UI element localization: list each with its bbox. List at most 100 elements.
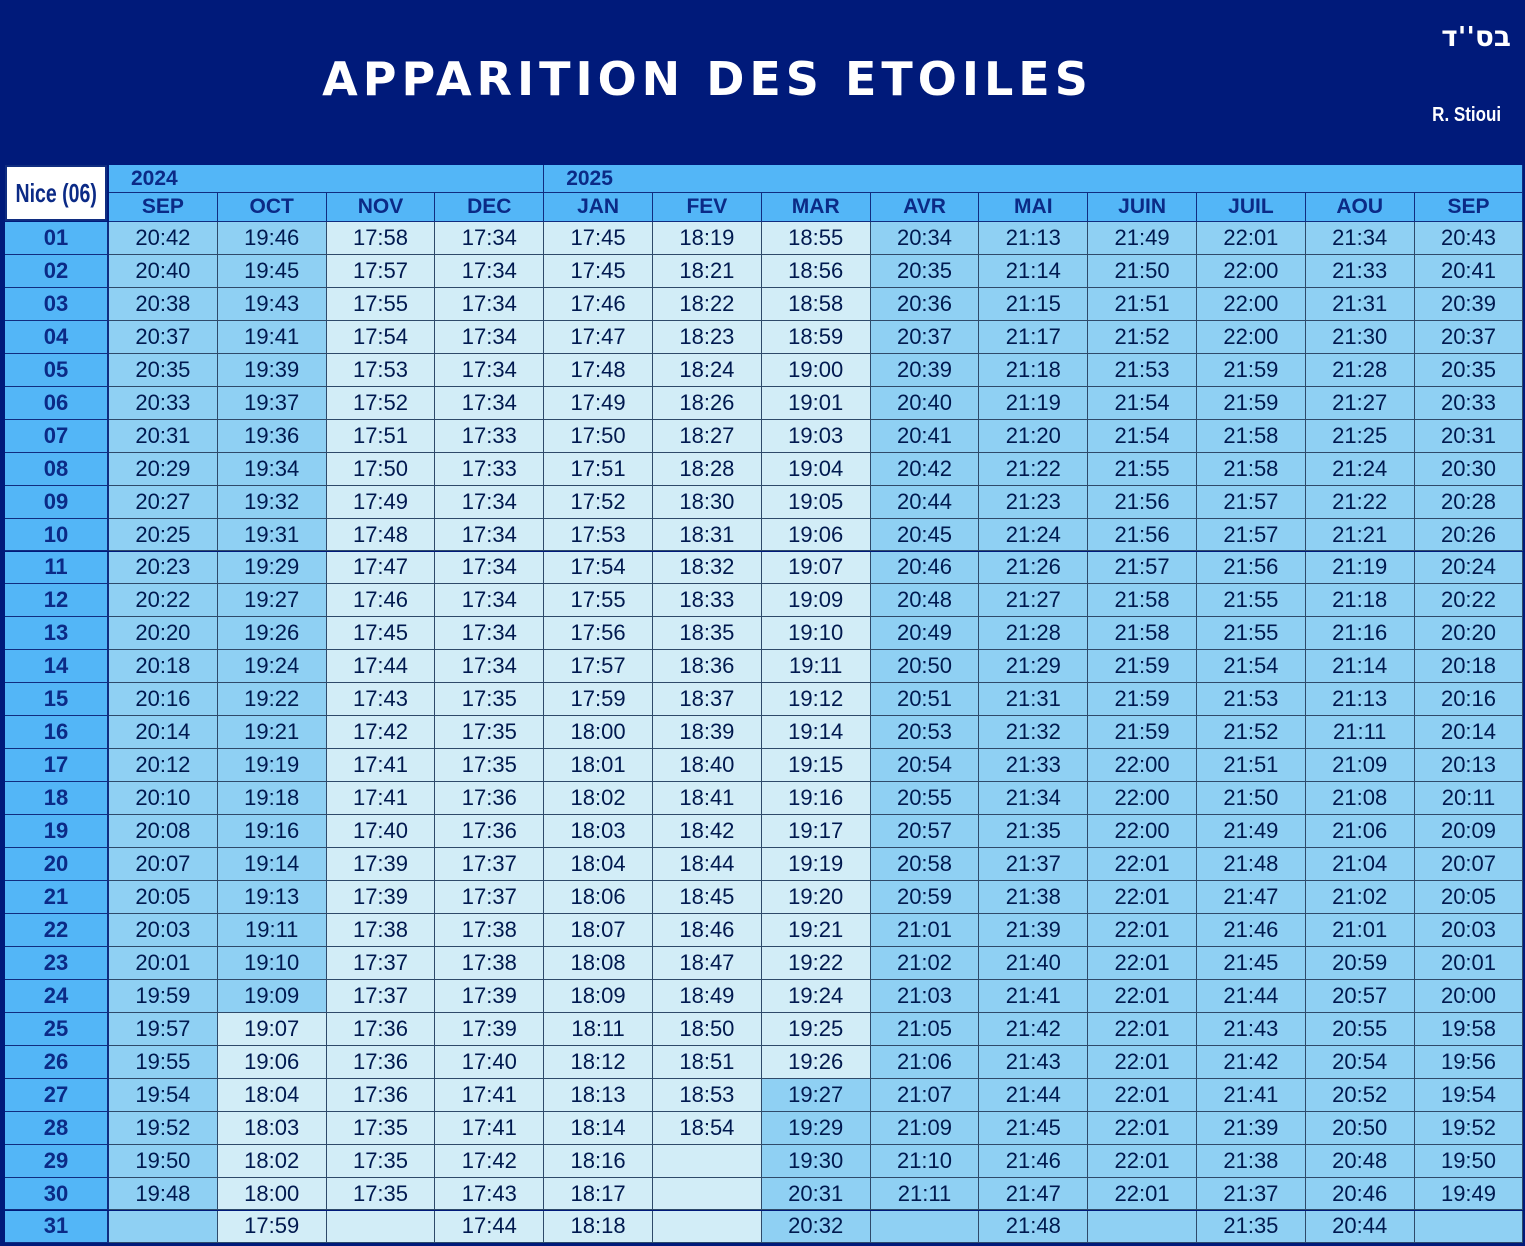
time-cell: 19:37: [217, 386, 327, 420]
time-cell: 21:07: [870, 1078, 980, 1112]
time-cell: 22:00: [1088, 815, 1197, 849]
time-cell: 18:11: [544, 1012, 653, 1046]
time-cell: 21:20: [979, 419, 1089, 453]
day-label: 27: [5, 1078, 109, 1112]
time-cell: 17:39: [435, 1012, 545, 1046]
time-cell: 19:06: [217, 1045, 327, 1079]
time-cell: 20:05: [1414, 881, 1524, 914]
day-label: 12: [5, 584, 109, 618]
time-cell: 17:54: [326, 320, 436, 354]
time-cell: 17:34: [435, 584, 545, 618]
time-cell: 20:37: [870, 320, 980, 354]
time-cell: 19:22: [217, 683, 327, 717]
day-label: 08: [5, 452, 109, 486]
time-cell: 17:58: [326, 222, 436, 255]
time-cell: 19:12: [761, 683, 871, 717]
time-cell: 21:27: [979, 584, 1089, 618]
time-cell: 18:26: [653, 386, 762, 420]
time-cell: 21:06: [1305, 815, 1415, 849]
time-cell: 21:50: [1088, 254, 1197, 288]
time-cell: 20:28: [1414, 485, 1524, 519]
time-cell: 21:22: [979, 452, 1089, 486]
time-cell: 20:57: [1305, 979, 1415, 1013]
time-cell: 19:11: [217, 913, 327, 947]
day-label: 05: [5, 353, 109, 387]
day-label: 15: [5, 683, 109, 717]
time-cell: 17:41: [435, 1111, 545, 1145]
time-cell: 20:13: [1414, 749, 1524, 783]
time-cell: 18:24: [653, 353, 762, 387]
time-cell: 21:42: [979, 1012, 1089, 1046]
time-cell: 20:12: [109, 749, 218, 783]
time-cell: 21:13: [979, 222, 1089, 255]
time-cell: 21:59: [1197, 386, 1306, 420]
time-cell: 20:33: [109, 386, 218, 420]
time-cell: 17:37: [326, 979, 436, 1013]
time-cell: 21:53: [1088, 353, 1197, 387]
time-cell: 21:41: [1197, 1078, 1306, 1112]
time-cell: 20:29: [109, 452, 218, 486]
time-cell: 20:55: [870, 782, 980, 816]
time-cell: 19:03: [761, 419, 871, 453]
time-cell: 18:49: [653, 979, 762, 1013]
day-label: 07: [5, 419, 109, 453]
time-cell: 20:00: [1414, 979, 1524, 1013]
time-cell: 17:38: [435, 946, 545, 980]
time-cell: 19:05: [761, 485, 871, 519]
time-cell: 18:13: [544, 1078, 653, 1112]
time-cell: 20:40: [109, 254, 218, 288]
time-cell: 17:45: [544, 254, 653, 288]
time-cell: 21:51: [1088, 287, 1197, 321]
time-cell: 19:14: [761, 716, 871, 750]
time-cell: 17:36: [326, 1045, 436, 1079]
time-cell: 17:35: [435, 749, 545, 783]
time-cell: 22:00: [1197, 254, 1306, 288]
time-cell: 20:55: [1305, 1012, 1415, 1046]
day-label: 29: [5, 1144, 109, 1178]
time-cell: 17:35: [435, 716, 545, 750]
time-cell: 20:14: [109, 716, 218, 750]
time-cell: 20:51: [870, 683, 980, 717]
time-cell: 18:59: [761, 320, 871, 354]
hebrew-heading: בס''ד: [1441, 20, 1511, 53]
time-cell: 20:46: [1305, 1177, 1415, 1211]
time-cell: 18:30: [653, 485, 762, 519]
time-cell: 19:10: [761, 617, 871, 651]
time-cell: [326, 1210, 436, 1244]
time-cell: 21:35: [1197, 1210, 1306, 1244]
time-cell: 18:28: [653, 452, 762, 486]
time-cell: 19:36: [217, 419, 327, 453]
time-cell: 21:46: [1197, 913, 1306, 947]
time-cell: [653, 1210, 762, 1244]
time-cell: 21:28: [979, 617, 1089, 651]
time-cell: 19:27: [217, 584, 327, 618]
month-header: SEP: [1414, 193, 1524, 222]
time-cell: 17:34: [435, 222, 545, 255]
time-cell: 20:30: [1414, 452, 1524, 486]
time-cell: 20:35: [109, 353, 218, 387]
time-cell: 21:18: [1305, 584, 1415, 618]
page-title: APPARITION DES ETOILES: [322, 52, 1093, 106]
time-cell: 21:52: [1197, 716, 1306, 750]
time-cell: 20:35: [1414, 353, 1524, 387]
time-cell: 20:07: [1414, 848, 1524, 881]
time-cell: 21:39: [979, 913, 1089, 947]
time-cell: 19:21: [761, 913, 871, 947]
time-cell: 20:37: [1414, 320, 1524, 354]
time-cell: 20:18: [1414, 650, 1524, 684]
time-cell: 17:33: [435, 452, 545, 486]
time-cell: 20:38: [109, 287, 218, 321]
time-cell: 21:46: [979, 1144, 1089, 1178]
day-label: 16: [5, 716, 109, 750]
year-header-2025: 2025: [544, 165, 1524, 193]
time-cell: 20:08: [109, 815, 218, 849]
month-header: JUIL: [1197, 193, 1306, 222]
time-cell: 20:07: [109, 848, 218, 881]
time-cell: 18:35: [653, 617, 762, 651]
time-cell: 20:45: [870, 518, 980, 552]
time-cell: 21:39: [1197, 1111, 1306, 1145]
time-cell: 21:35: [979, 815, 1089, 849]
time-cell: 20:50: [870, 650, 980, 684]
time-cell: 20:54: [1305, 1045, 1415, 1079]
